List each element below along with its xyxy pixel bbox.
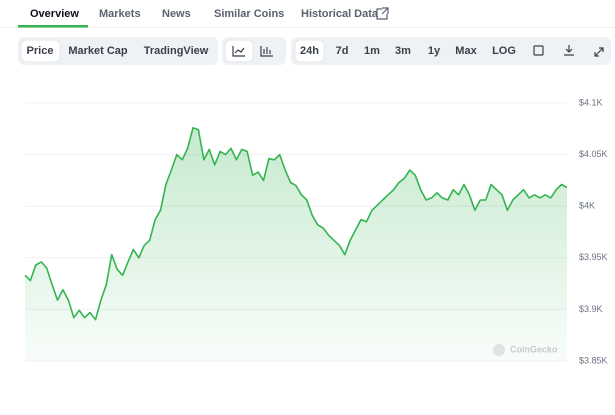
- range-button[interactable]: 24h: [300, 45, 319, 57]
- range-button[interactable]: LOG: [492, 45, 516, 57]
- tab[interactable]: Historical Data: [301, 8, 379, 20]
- external-link-icon: [376, 7, 389, 20]
- button-group: [291, 37, 611, 65]
- price-chart: $3.85K$3.9K$3.95K$4K$4.05K$4.1KCoinGecko: [24, 97, 608, 365]
- range-button[interactable]: 1m: [364, 45, 380, 57]
- price-area: [25, 127, 567, 361]
- button-group: [18, 37, 218, 65]
- active-button: [294, 39, 325, 63]
- y-tick-label: $4K: [579, 201, 595, 211]
- price-type-button[interactable]: TradingView: [144, 45, 209, 57]
- tab[interactable]: News: [162, 8, 191, 20]
- y-tick-label: $3.95K: [579, 252, 608, 262]
- price-type-button[interactable]: Price: [27, 45, 54, 57]
- y-tick-label: $4.05K: [579, 149, 608, 159]
- range-button[interactable]: 7d: [336, 45, 349, 57]
- y-tick-label: $3.9K: [579, 304, 603, 314]
- range-button[interactable]: 3m: [395, 45, 411, 57]
- tab[interactable]: Overview: [30, 8, 79, 20]
- y-tick-label: $3.85K: [579, 355, 608, 365]
- candle-chart-icon[interactable]: [260, 46, 273, 57]
- expand-icon[interactable]: [594, 47, 604, 57]
- calendar-icon[interactable]: [533, 45, 544, 56]
- tab[interactable]: Markets: [99, 8, 141, 20]
- tab[interactable]: Similar Coins: [214, 8, 284, 20]
- range-button[interactable]: Max: [455, 45, 477, 57]
- line-chart-icon: [232, 46, 245, 57]
- range-button[interactable]: 1y: [428, 45, 441, 57]
- active-button: [20, 39, 61, 63]
- active-tab-underline: [18, 25, 88, 28]
- price-type-button[interactable]: Market Cap: [68, 45, 128, 57]
- download-icon[interactable]: [564, 45, 574, 56]
- y-tick-label: $4.1K: [579, 97, 603, 107]
- price-line: [24, 127, 568, 321]
